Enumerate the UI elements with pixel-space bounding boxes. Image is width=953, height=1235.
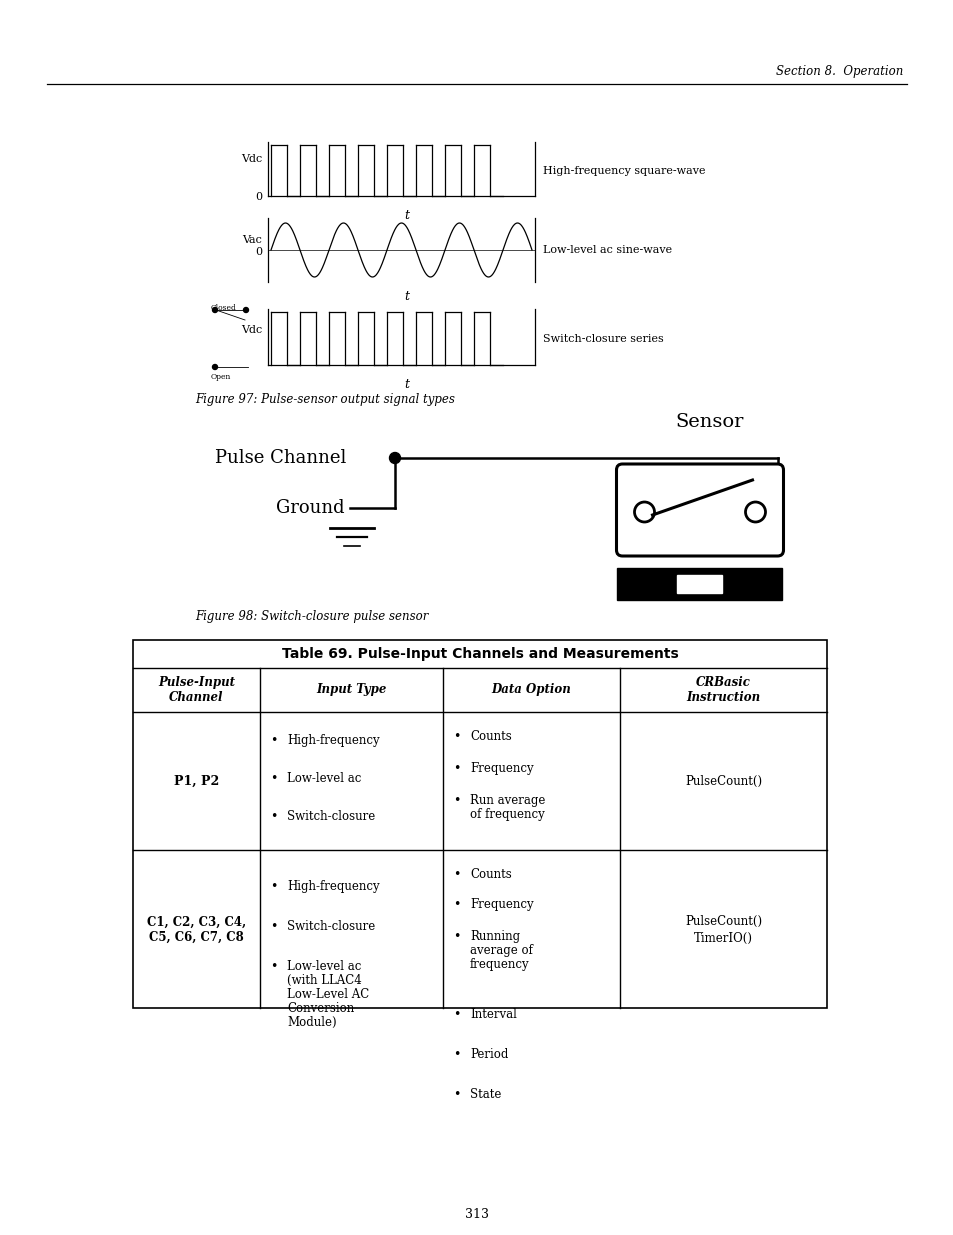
Text: Open: Open bbox=[211, 373, 232, 382]
Bar bbox=[617, 568, 781, 600]
Text: Frequency: Frequency bbox=[470, 762, 533, 776]
Text: CRBasic
Instruction: CRBasic Instruction bbox=[686, 676, 760, 704]
Text: Pulse Channel: Pulse Channel bbox=[214, 450, 346, 467]
Text: Data Option: Data Option bbox=[491, 683, 571, 697]
Text: •: • bbox=[270, 960, 277, 973]
Text: Period: Period bbox=[470, 1049, 508, 1061]
Text: Interval: Interval bbox=[470, 1008, 517, 1021]
Text: Vdc: Vdc bbox=[240, 325, 262, 335]
Text: PulseCount(): PulseCount() bbox=[684, 914, 761, 927]
Text: •: • bbox=[453, 868, 460, 881]
Text: P1, P2: P1, P2 bbox=[173, 774, 219, 788]
Text: Vdc: Vdc bbox=[240, 154, 262, 164]
Text: C5, C6, C7, C8: C5, C6, C7, C8 bbox=[149, 930, 244, 944]
Text: •: • bbox=[453, 898, 460, 911]
Text: Ground: Ground bbox=[276, 499, 345, 517]
Text: (with LLAC4: (with LLAC4 bbox=[287, 974, 361, 987]
Text: Input Type: Input Type bbox=[316, 683, 386, 697]
Text: •: • bbox=[270, 810, 277, 823]
Text: Section 8.  Operation: Section 8. Operation bbox=[775, 65, 902, 79]
Text: •: • bbox=[270, 920, 277, 932]
Text: Low-Level AC: Low-Level AC bbox=[287, 988, 369, 1002]
Text: State: State bbox=[470, 1088, 501, 1100]
Text: TimerIO(): TimerIO() bbox=[693, 931, 752, 945]
Text: High-frequency: High-frequency bbox=[287, 881, 379, 893]
Text: •: • bbox=[453, 1049, 460, 1061]
Bar bbox=[677, 576, 721, 593]
Text: •: • bbox=[270, 734, 277, 747]
Text: PulseCount(): PulseCount() bbox=[684, 774, 761, 788]
Text: Low-level ac: Low-level ac bbox=[287, 772, 361, 785]
Text: Switch-closure: Switch-closure bbox=[287, 920, 375, 932]
Circle shape bbox=[213, 364, 217, 369]
Text: Table 69. Pulse-Input Channels and Measurements: Table 69. Pulse-Input Channels and Measu… bbox=[281, 647, 678, 661]
Circle shape bbox=[243, 308, 248, 312]
Text: t: t bbox=[403, 378, 409, 391]
Text: •: • bbox=[453, 1088, 460, 1100]
Text: 0: 0 bbox=[254, 191, 262, 203]
Circle shape bbox=[213, 308, 217, 312]
Text: t: t bbox=[403, 290, 409, 303]
Text: Figure 98: Switch-closure pulse sensor: Figure 98: Switch-closure pulse sensor bbox=[194, 610, 428, 622]
Text: •: • bbox=[453, 794, 460, 806]
Text: •: • bbox=[453, 730, 460, 743]
Text: •: • bbox=[453, 1008, 460, 1021]
Text: Counts: Counts bbox=[470, 868, 511, 881]
Text: 0: 0 bbox=[254, 247, 262, 257]
Text: Conversion: Conversion bbox=[287, 1002, 354, 1015]
Text: High-frequency square-wave: High-frequency square-wave bbox=[542, 165, 705, 175]
Text: Module): Module) bbox=[287, 1016, 336, 1029]
Text: •: • bbox=[270, 772, 277, 785]
Text: High-frequency: High-frequency bbox=[287, 734, 379, 747]
Text: Closed: Closed bbox=[211, 304, 236, 312]
FancyBboxPatch shape bbox=[616, 464, 782, 556]
Text: Low-level ac sine-wave: Low-level ac sine-wave bbox=[542, 245, 672, 254]
Text: frequency: frequency bbox=[470, 958, 529, 971]
Text: average of: average of bbox=[470, 944, 533, 957]
Text: Pulse-Input
Channel: Pulse-Input Channel bbox=[158, 676, 234, 704]
Bar bbox=[132, 640, 826, 1008]
Text: t: t bbox=[403, 209, 409, 222]
Text: Figure 97: Pulse-sensor output signal types: Figure 97: Pulse-sensor output signal ty… bbox=[194, 393, 455, 406]
Text: 313: 313 bbox=[464, 1209, 489, 1221]
Text: Sensor: Sensor bbox=[675, 412, 743, 431]
Text: Run average: Run average bbox=[470, 794, 545, 806]
Text: Vac: Vac bbox=[242, 235, 262, 245]
Text: •: • bbox=[453, 762, 460, 776]
Text: •: • bbox=[270, 881, 277, 893]
Text: Low-level ac: Low-level ac bbox=[287, 960, 361, 973]
Circle shape bbox=[389, 452, 400, 463]
Text: Counts: Counts bbox=[470, 730, 511, 743]
Text: •: • bbox=[453, 930, 460, 944]
Text: Running: Running bbox=[470, 930, 519, 944]
Text: of frequency: of frequency bbox=[470, 808, 544, 821]
Text: Switch-closure series: Switch-closure series bbox=[542, 333, 663, 343]
Text: Frequency: Frequency bbox=[470, 898, 533, 911]
Text: Switch-closure: Switch-closure bbox=[287, 810, 375, 823]
Text: C1, C2, C3, C4,: C1, C2, C3, C4, bbox=[147, 915, 246, 929]
